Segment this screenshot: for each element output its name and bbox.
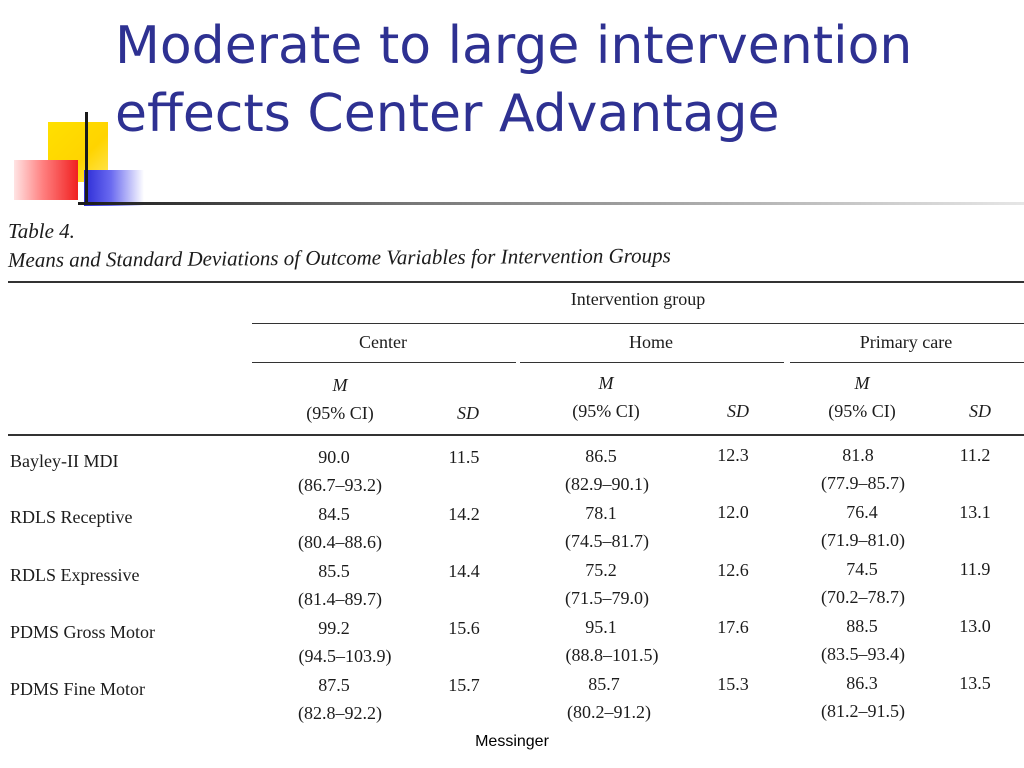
cell-ci: (88.8–101.5) <box>565 645 659 665</box>
cell-mean: 85.7 <box>588 674 620 694</box>
cell-ci: (82.8–92.2) <box>298 703 382 723</box>
col-header-m: M <box>332 375 348 395</box>
row-label: RDLS Receptive <box>10 507 133 527</box>
cell-ci: (71.9–81.0) <box>821 530 905 550</box>
cell-mean: 88.5 <box>846 616 878 636</box>
row-label: Bayley-II MDI <box>10 451 119 471</box>
col-header-m: M <box>854 373 870 393</box>
scanned-table-image: Table 4. Means and Standard Deviations o… <box>0 205 1024 735</box>
table-caption-label: Table 4. <box>8 219 75 243</box>
header-bottom-rule <box>8 434 1024 436</box>
cell-mean: 84.5 <box>318 504 350 524</box>
col-header-ci: (95% CI) <box>572 401 640 421</box>
slide-title-line-1: Moderate to large intervention <box>115 16 913 76</box>
decor-blue-bar <box>84 170 144 206</box>
cell-ci: (94.5–103.9) <box>298 646 392 666</box>
cell-ci: (77.9–85.7) <box>821 473 905 493</box>
cell-sd: 15.6 <box>448 618 480 638</box>
col-header-sd: SD <box>727 401 749 421</box>
cell-mean: 87.5 <box>318 675 350 695</box>
decor-red-bar <box>14 160 78 200</box>
group-rule-primary-care <box>790 362 1024 363</box>
cell-sd: 14.4 <box>448 561 480 581</box>
cell-sd: 11.5 <box>448 447 480 467</box>
cell-sd: 14.2 <box>448 504 480 524</box>
cell-sd: 13.1 <box>959 502 991 522</box>
cell-ci: (81.2–91.5) <box>821 701 905 721</box>
group-rule-center <box>252 362 516 363</box>
group-rule-home <box>520 362 784 363</box>
row-label: RDLS Expressive <box>10 565 140 585</box>
cell-mean: 86.3 <box>846 673 878 693</box>
cell-ci: (82.9–90.1) <box>565 474 649 494</box>
cell-mean: 81.8 <box>842 445 874 465</box>
cell-sd: 12.0 <box>717 502 749 522</box>
cell-ci: (71.5–79.0) <box>565 588 649 608</box>
row-label: PDMS Gross Motor <box>10 622 156 642</box>
cell-mean: 85.5 <box>318 561 350 581</box>
decor-vertical-line <box>85 112 88 204</box>
group-header-center: Center <box>359 332 407 352</box>
cell-mean: 78.1 <box>585 503 617 523</box>
cell-sd: 17.6 <box>717 617 749 637</box>
cell-sd: 13.0 <box>959 616 991 636</box>
cell-mean: 95.1 <box>585 617 617 637</box>
title-divider-line <box>78 202 1024 205</box>
cell-sd: 12.3 <box>717 445 749 465</box>
cell-sd: 13.5 <box>959 673 991 693</box>
cell-mean: 90.0 <box>318 447 350 467</box>
slide-footer: Messinger <box>475 733 549 750</box>
group-header-primary-care: Primary care <box>859 332 953 352</box>
cell-mean: 86.5 <box>585 446 617 466</box>
table-top-rule <box>8 281 1024 283</box>
table-caption-title: Means and Standard Deviations of Outcome… <box>7 243 671 272</box>
col-header-sd: SD <box>457 403 479 423</box>
cell-ci: (81.4–89.7) <box>298 589 382 609</box>
col-header-ci: (95% CI) <box>306 403 374 423</box>
cell-sd: 11.9 <box>959 559 991 579</box>
col-header-sd: SD <box>969 401 991 421</box>
cell-sd: 15.3 <box>717 674 749 694</box>
cell-ci: (70.2–78.7) <box>821 587 905 607</box>
spanner-rule <box>252 323 1024 324</box>
cell-sd: 11.2 <box>959 445 991 465</box>
slide-title-line-2: effects Center Advantage <box>115 84 780 144</box>
spanner-header: Intervention group <box>570 289 706 309</box>
col-header-m: M <box>598 373 614 393</box>
cell-sd: 15.7 <box>448 675 480 695</box>
cell-ci: (80.4–88.6) <box>298 532 382 552</box>
cell-ci: (83.5–93.4) <box>821 644 905 664</box>
cell-mean: 99.2 <box>318 618 350 638</box>
cell-mean: 75.2 <box>585 560 617 580</box>
cell-ci: (74.5–81.7) <box>565 531 649 551</box>
cell-mean: 76.4 <box>846 502 878 522</box>
cell-ci: (80.2–91.2) <box>567 702 651 722</box>
slide-title: Moderate to large intervention effects C… <box>115 12 912 148</box>
cell-mean: 74.5 <box>846 559 878 579</box>
col-header-ci: (95% CI) <box>828 401 896 421</box>
group-header-home: Home <box>629 332 673 352</box>
cell-sd: 12.6 <box>717 560 749 580</box>
cell-ci: (86.7–93.2) <box>298 475 382 495</box>
row-label: PDMS Fine Motor <box>10 679 146 699</box>
